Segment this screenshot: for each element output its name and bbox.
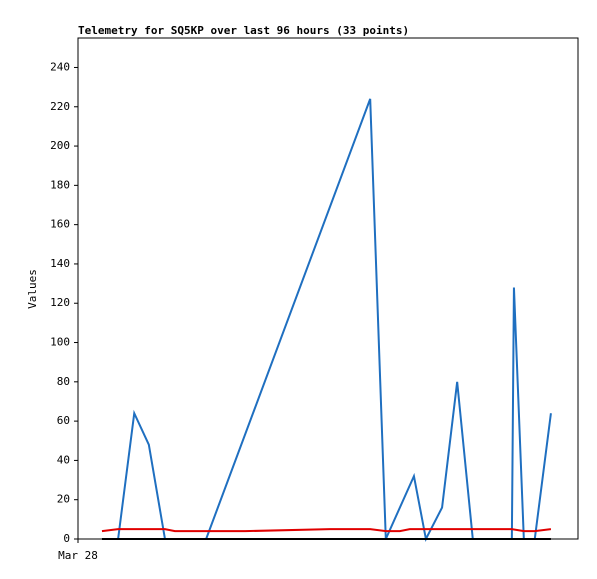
y-tick-label: 180 bbox=[50, 178, 70, 191]
y-tick-label: 0 bbox=[63, 532, 70, 545]
y-tick-label: 120 bbox=[50, 296, 70, 309]
y-axis-label: Values bbox=[26, 269, 39, 309]
y-tick-label: 20 bbox=[57, 493, 70, 506]
y-tick-label: 40 bbox=[57, 453, 70, 466]
y-tick-label: 240 bbox=[50, 60, 70, 73]
x-tick-label: Mar 28 bbox=[58, 549, 98, 562]
y-tick-label: 220 bbox=[50, 100, 70, 113]
series-line bbox=[117, 98, 552, 543]
series-line bbox=[101, 528, 552, 533]
y-tick-label: 100 bbox=[50, 336, 70, 349]
y-tick-label: 160 bbox=[50, 218, 70, 231]
chart-title: Telemetry for SQ5KP over last 96 hours (… bbox=[78, 24, 409, 37]
y-tick-label: 140 bbox=[50, 257, 70, 270]
y-tick-label: 200 bbox=[50, 139, 70, 152]
y-tick-label: 60 bbox=[57, 414, 70, 427]
y-tick-label: 80 bbox=[57, 375, 70, 388]
